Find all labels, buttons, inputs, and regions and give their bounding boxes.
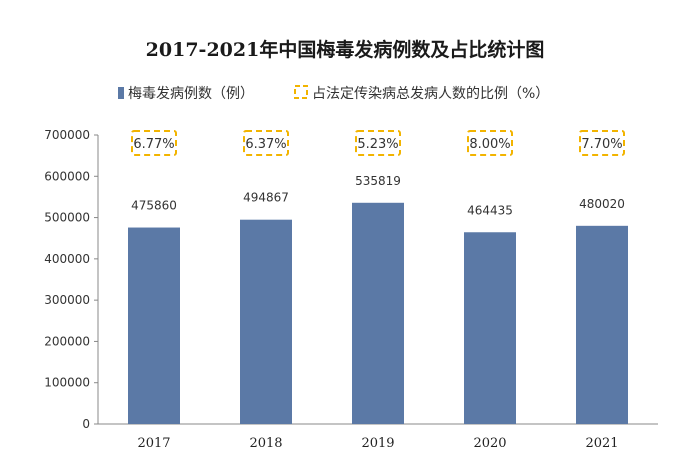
- x-axis-ticks: 2017 2018 2019 2020 2021: [137, 436, 618, 451]
- data-label-ratio: 8.00%: [469, 137, 510, 152]
- data-label-ratio: 6.37%: [245, 137, 286, 152]
- bar: [128, 227, 180, 424]
- bar: [464, 232, 516, 424]
- data-label-cases: 494867: [243, 191, 289, 205]
- bar: [576, 225, 628, 424]
- data-label-ratio-box: [243, 130, 289, 156]
- y-tick-label: 400000: [44, 252, 90, 266]
- legend-swatch-cases: [118, 87, 124, 99]
- y-tick-label: 200000: [44, 334, 90, 348]
- x-tick-label: 2020: [473, 436, 506, 451]
- data-label-cases: 475860: [131, 199, 177, 213]
- legend-label-cases: 梅毒发病例数（例）: [128, 86, 254, 102]
- x-tick-label: 2017: [137, 436, 170, 451]
- data-label-cases: 480020: [579, 197, 625, 211]
- data-label-ratio-box: [131, 130, 177, 156]
- y-tick-label: 300000: [44, 293, 90, 307]
- data-label-cases: 464435: [467, 203, 513, 217]
- y-tick-label: 100000: [44, 376, 90, 390]
- bars: 475860 6.77% 494867 6.37% 535819 5.23% 464435 8…: [128, 130, 628, 424]
- data-label-ratio: 5.23%: [357, 137, 398, 152]
- data-label-ratio: 6.77%: [133, 137, 174, 152]
- y-tick-label: 700000: [44, 128, 90, 142]
- chart-title: 2017-2021年中国梅毒发病例数及占比统计图: [146, 38, 545, 61]
- y-tick-label: 0: [82, 417, 90, 431]
- data-label-ratio-box: [355, 130, 401, 156]
- legend: 梅毒发病例数（例） 占法定传染病总发病人数的比例（%）: [118, 85, 549, 102]
- bar: [240, 219, 292, 424]
- y-tick-label: 500000: [44, 211, 90, 225]
- legend-swatch-ratio: [294, 85, 308, 99]
- legend-label-ratio: 占法定传染病总发病人数的比例（%）: [312, 86, 549, 102]
- data-label-cases: 535819: [355, 174, 401, 188]
- bar: [352, 202, 404, 424]
- y-tick-label: 600000: [44, 169, 90, 183]
- x-tick-label: 2021: [585, 436, 618, 451]
- data-label-ratio: 7.70%: [581, 137, 622, 152]
- x-tick-label: 2019: [361, 436, 394, 451]
- data-label-ratio-box: [467, 130, 513, 156]
- y-axis-ticks: 0 100000 200000 300000 400000 500000 600000 700…: [44, 128, 98, 431]
- x-tick-label: 2018: [249, 436, 282, 451]
- data-label-ratio-box: [579, 130, 625, 156]
